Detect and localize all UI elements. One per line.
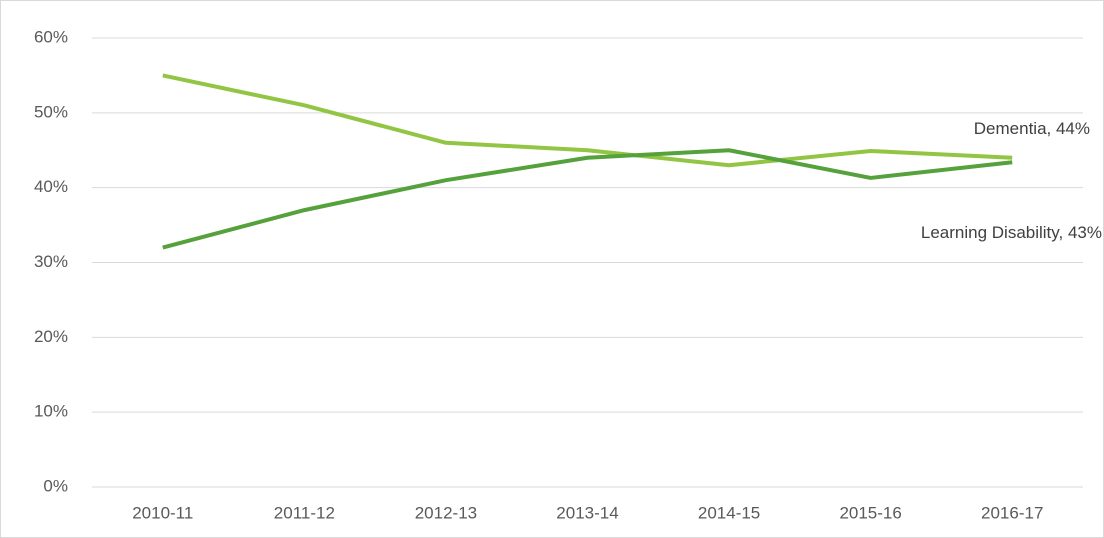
y-tick-label: 0% — [43, 476, 68, 495]
x-tick-label: 2013-14 — [556, 503, 618, 522]
y-tick-label: 40% — [34, 177, 68, 196]
data-label: Learning Disability, 43% — [920, 223, 1102, 242]
y-tick-label: 60% — [34, 27, 68, 46]
x-tick-label: 2010-11 — [132, 503, 193, 522]
x-tick-label: 2015-16 — [839, 503, 901, 522]
data-label: Dementia, 44% — [973, 119, 1090, 138]
y-tick-label: 50% — [34, 102, 68, 121]
y-tick-label: 10% — [34, 402, 68, 421]
y-tick-label: 30% — [34, 252, 68, 271]
y-tick-label: 20% — [34, 327, 68, 346]
x-tick-label: 2011-12 — [274, 503, 335, 522]
x-tick-label: 2012-13 — [415, 503, 477, 522]
x-tick-label: 2014-15 — [698, 503, 760, 522]
x-tick-label: 2016-17 — [981, 503, 1043, 522]
series-line — [162, 73, 1013, 168]
series-line — [162, 148, 1013, 250]
